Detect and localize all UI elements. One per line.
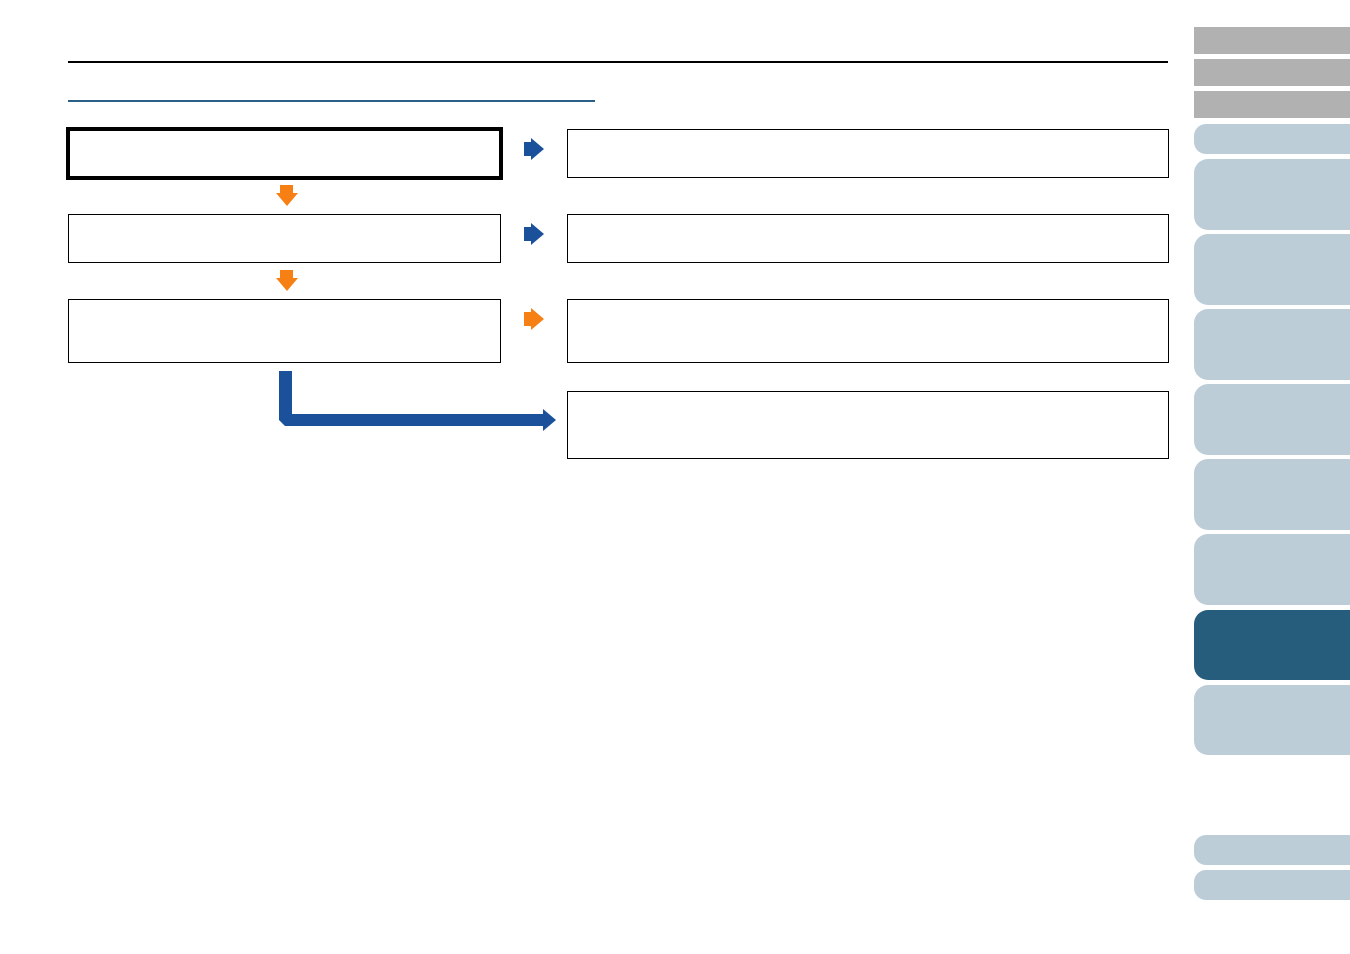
arrow-down-icon [276, 270, 298, 291]
nav-tab-2[interactable] [1194, 159, 1350, 230]
arrow-down-icon [276, 185, 298, 206]
nav-tab-bottom-2[interactable] [1194, 870, 1350, 900]
flow-result-4 [567, 391, 1169, 459]
nav-tab-4[interactable] [1194, 309, 1350, 380]
nav-tab-1[interactable] [1194, 124, 1350, 154]
nav-tab-6[interactable] [1194, 459, 1350, 530]
flow-result-2 [567, 214, 1169, 263]
nav-tab-3[interactable] [1194, 234, 1350, 305]
nav-tab-gray-3[interactable] [1194, 91, 1350, 118]
header-rule [68, 61, 1168, 63]
flow-result-3 [567, 299, 1169, 363]
flow-step-3 [68, 299, 501, 363]
elbow-arrow-icon [279, 371, 556, 431]
nav-tab-9[interactable] [1194, 685, 1350, 755]
nav-tab-bottom-1[interactable] [1194, 835, 1350, 865]
nav-tab-gray-1[interactable] [1194, 27, 1350, 54]
nav-tab-8-active[interactable] [1194, 610, 1350, 680]
arrow-right-icon [524, 223, 544, 245]
arrow-right-icon [524, 308, 544, 330]
flow-step-1 [66, 127, 503, 180]
nav-tab-gray-2[interactable] [1194, 59, 1350, 86]
nav-tab-7[interactable] [1194, 534, 1350, 605]
flow-result-1 [567, 129, 1169, 178]
flow-step-2 [68, 214, 501, 263]
section-heading-rule [68, 100, 595, 102]
arrow-right-icon [524, 138, 544, 160]
nav-tab-5[interactable] [1194, 384, 1350, 455]
